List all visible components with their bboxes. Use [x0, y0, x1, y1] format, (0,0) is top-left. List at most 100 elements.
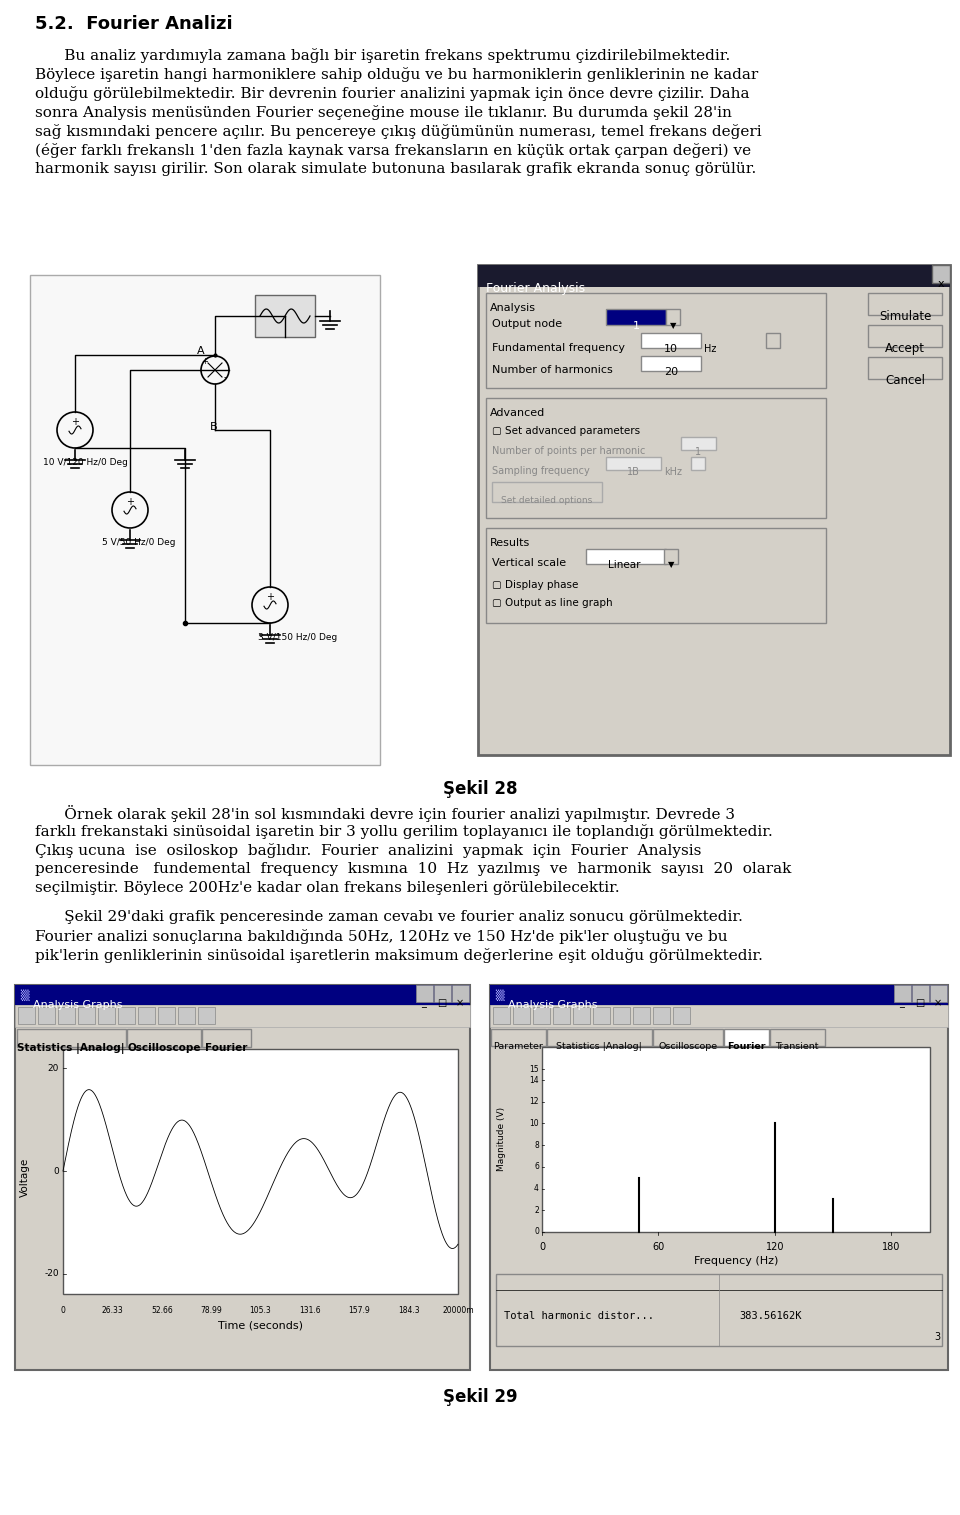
- Text: Vertical scale: Vertical scale: [492, 558, 566, 568]
- Text: sonra Analysis menüsünden Fourier seçeneğine mouse ile tıklanır. Bu durumda şeki: sonra Analysis menüsünden Fourier seçene…: [35, 105, 732, 120]
- Bar: [586, 548, 666, 564]
- Text: harmonik sayısı girilir. Son olarak simulate butonuna basılarak grafik ekranda s: harmonik sayısı girilir. Son olarak simu…: [35, 162, 756, 176]
- Bar: [613, 1007, 630, 1024]
- Bar: [478, 265, 950, 286]
- Text: Örnek olarak şekil 28'in sol kısmındaki devre için fourier analizi yapılmıştır. : Örnek olarak şekil 28'in sol kısmındaki …: [35, 804, 735, 823]
- Text: 1B: 1B: [627, 467, 639, 477]
- Bar: [513, 1007, 530, 1024]
- Bar: [894, 985, 911, 1001]
- Text: Results: Results: [490, 538, 530, 548]
- Text: 3: 3: [934, 1332, 940, 1342]
- Text: Statistics |Analog|: Statistics |Analog|: [556, 1042, 642, 1051]
- Text: 3 V/150 Hz/0 Deg: 3 V/150 Hz/0 Deg: [258, 633, 337, 642]
- Text: 4: 4: [534, 1185, 539, 1194]
- Text: Parameter: Parameter: [493, 1042, 543, 1051]
- Text: Şekil 29'daki grafik penceresinde zaman cevabı ve fourier analiz sonucu görülmek: Şekil 29'daki grafik penceresinde zaman …: [35, 911, 743, 924]
- Text: A: A: [197, 345, 204, 356]
- Text: Böylece işaretin hangi harmoniklere sahip olduğu ve bu harmoniklerin genliklerin: Böylece işaretin hangi harmoniklere sahi…: [35, 67, 758, 82]
- Bar: [664, 548, 678, 564]
- Bar: [255, 295, 315, 336]
- Bar: [486, 398, 826, 518]
- Text: Time (seconds): Time (seconds): [218, 1320, 302, 1330]
- Bar: [490, 985, 948, 1370]
- Bar: [202, 1029, 251, 1047]
- Text: 383.56162K: 383.56162K: [739, 1310, 802, 1321]
- Bar: [434, 985, 451, 1001]
- Bar: [493, 1007, 510, 1024]
- Text: ▼: ▼: [668, 561, 674, 570]
- Text: 10: 10: [529, 1120, 539, 1129]
- Bar: [641, 356, 701, 371]
- Text: ▒: ▒: [20, 989, 29, 1001]
- Bar: [58, 1007, 75, 1024]
- Bar: [78, 1007, 95, 1024]
- Bar: [641, 333, 701, 348]
- Text: farklı frekanstaki sinüsoidal işaretin bir 3 yollu gerilim toplayanıcı ile topla: farklı frekanstaki sinüsoidal işaretin b…: [35, 824, 773, 839]
- Bar: [666, 309, 680, 326]
- Bar: [547, 1029, 652, 1045]
- Text: _: _: [900, 998, 904, 1007]
- Text: 8: 8: [535, 1141, 539, 1150]
- Text: 0: 0: [60, 1306, 65, 1315]
- Text: 14: 14: [529, 1076, 539, 1085]
- Bar: [593, 1007, 610, 1024]
- Bar: [30, 276, 380, 765]
- Text: Çıkış ucuna  ise  osiloskop  bağlıdır.  Fourier  analizini  yapmak  için  Fourie: Çıkış ucuna ise osiloskop bağlıdır. Four…: [35, 842, 702, 857]
- Text: B: B: [210, 423, 218, 432]
- Text: (éğer farklı frekanslı 1'den fazla kaynak varsa frekansların en küçük ortak çarp: (éğer farklı frekanslı 1'den fazla kayna…: [35, 142, 751, 158]
- Text: Oscilloscope: Oscilloscope: [659, 1042, 717, 1051]
- Text: sağ kısmındaki pencere açılır. Bu pencereye çıkış düğümünün numerası, temel frek: sağ kısmındaki pencere açılır. Bu pencer…: [35, 124, 761, 139]
- Bar: [15, 985, 470, 1370]
- Text: Şekil 29: Şekil 29: [443, 1388, 517, 1406]
- Text: 10 V/120 Hz/0 Deg: 10 V/120 Hz/0 Deg: [43, 458, 128, 467]
- Text: 2: 2: [535, 1206, 539, 1215]
- Text: +: +: [71, 417, 79, 427]
- Text: Fourier: Fourier: [727, 1042, 765, 1051]
- Text: _: _: [421, 998, 426, 1007]
- Bar: [930, 985, 947, 1001]
- Bar: [868, 326, 942, 347]
- Text: Analysis Graphs: Analysis Graphs: [508, 1000, 597, 1011]
- Bar: [198, 1007, 215, 1024]
- Text: 10: 10: [664, 344, 678, 355]
- Text: Hz: Hz: [704, 344, 716, 355]
- Bar: [766, 333, 780, 348]
- Text: +: +: [202, 358, 208, 367]
- Bar: [15, 1004, 470, 1027]
- Text: Statistics |Analog|: Statistics |Analog|: [17, 1042, 125, 1054]
- Text: 1: 1: [633, 321, 639, 330]
- Bar: [912, 985, 929, 1001]
- Text: Cancel: Cancel: [885, 374, 925, 386]
- Text: ▼: ▼: [670, 321, 676, 330]
- Text: 0: 0: [539, 1242, 545, 1251]
- Text: ▢ Set advanced parameters: ▢ Set advanced parameters: [492, 426, 640, 436]
- Bar: [486, 292, 826, 388]
- Text: 52.66: 52.66: [151, 1306, 173, 1315]
- Text: pik'lerin genliklerinin sinüsoidal işaretlerin maksimum değerlerine eşit olduğu : pik'lerin genliklerinin sinüsoidal işare…: [35, 948, 763, 964]
- Bar: [932, 265, 950, 283]
- Bar: [98, 1007, 115, 1024]
- Text: 1: 1: [695, 447, 701, 458]
- Text: Magnitude (V): Magnitude (V): [497, 1107, 507, 1171]
- Text: Set detailed options: Set detailed options: [501, 495, 592, 504]
- Text: seçilmiştir. Böylece 200Hz'e kadar olan frekans bileşenleri görülebilecektir.: seçilmiştir. Böylece 200Hz'e kadar olan …: [35, 882, 619, 895]
- Text: +: +: [126, 497, 134, 508]
- Text: 157.9: 157.9: [348, 1306, 371, 1315]
- Bar: [138, 1007, 155, 1024]
- Bar: [681, 436, 716, 450]
- Text: 20000m: 20000m: [443, 1306, 474, 1315]
- Bar: [496, 1274, 942, 1345]
- Bar: [63, 1048, 458, 1294]
- Bar: [490, 985, 948, 1004]
- Text: 26.33: 26.33: [102, 1306, 123, 1315]
- Text: Total harmonic distor...: Total harmonic distor...: [504, 1310, 654, 1321]
- Text: Analysis: Analysis: [490, 303, 536, 314]
- Bar: [17, 1029, 126, 1047]
- Bar: [416, 985, 433, 1001]
- Text: ▒: ▒: [495, 989, 503, 1001]
- Text: Number of harmonics: Number of harmonics: [492, 365, 612, 376]
- Text: 20: 20: [664, 367, 678, 377]
- Text: ▢ Display phase: ▢ Display phase: [492, 580, 578, 589]
- Text: 120: 120: [765, 1242, 784, 1251]
- Bar: [178, 1007, 195, 1024]
